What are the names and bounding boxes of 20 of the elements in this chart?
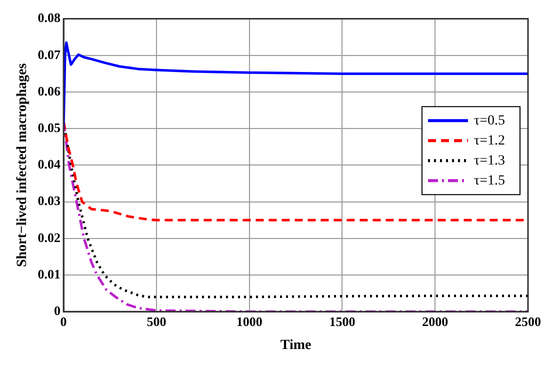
- x-tick-label: 2500: [515, 314, 541, 329]
- x-tick-label: 1000: [236, 314, 262, 329]
- y-tick-label: 0.02: [38, 230, 61, 245]
- y-tick-label: 0.04: [38, 156, 62, 172]
- legend-label: τ=1.5: [474, 173, 506, 188]
- legend-label: τ=1.3: [474, 153, 506, 168]
- x-axis-title: Time: [280, 338, 312, 354]
- y-axis-title: Short−lived infected macrophages: [15, 62, 30, 268]
- y-tick-label: 0.01: [38, 266, 61, 282]
- y-tick-label: 0.03: [38, 193, 62, 208]
- legend-label: τ=1.2: [474, 133, 506, 148]
- y-tick-label: 0.06: [38, 83, 62, 98]
- y-tick-label: 0: [54, 302, 61, 318]
- x-tick-label: 2000: [422, 314, 448, 329]
- legend-label: τ=0.5: [474, 113, 506, 128]
- x-tick-label: 1500: [329, 314, 356, 329]
- x-tick-label: 500: [146, 314, 166, 329]
- y-tick-label: 0.07: [38, 46, 62, 62]
- y-tick-label: 0.05: [38, 120, 62, 135]
- y-tick-label: 0.08: [38, 10, 62, 26]
